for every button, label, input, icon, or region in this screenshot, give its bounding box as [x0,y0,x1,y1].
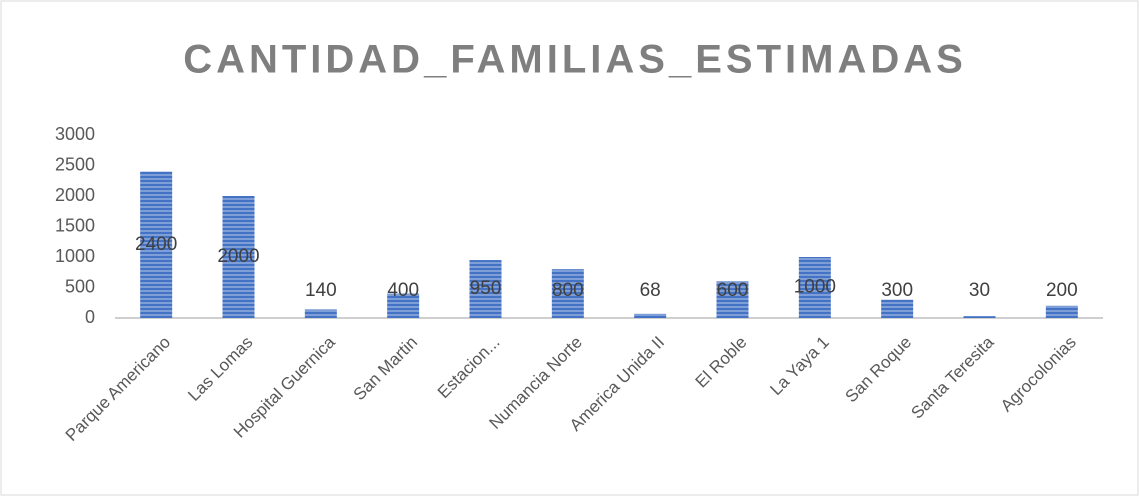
y-tick-label: 2500 [55,154,95,174]
data-label: 300 [881,280,913,301]
bar [1045,305,1078,318]
bar [140,171,173,318]
bar [387,293,420,318]
bar [881,299,914,318]
data-label: 2000 [217,246,259,267]
bar [304,309,337,318]
data-label: 1000 [794,277,836,298]
bar [963,316,996,318]
bar [798,257,831,318]
data-label: 600 [717,280,749,301]
data-label: 200 [1046,280,1078,301]
data-label: 400 [387,280,419,301]
bar [469,260,502,318]
bar [222,196,255,318]
data-label: 30 [969,280,990,301]
chart-title: CANTIDAD_FAMILIAS_ESTIMADAS [183,38,967,82]
bar [551,269,584,318]
y-tick-label: 1500 [55,215,95,235]
data-label: 140 [305,280,337,301]
y-tick-label: 500 [65,276,95,296]
bar [716,281,749,318]
data-label: 68 [640,280,661,301]
y-tick-label: 1000 [55,246,95,266]
y-tick-label: 2000 [55,185,95,205]
data-label: 2400 [135,234,177,255]
data-label: 950 [470,278,502,299]
bar [634,313,667,318]
y-tick-label: 0 [85,307,95,327]
y-tick-label: 3000 [55,124,95,144]
data-label: 800 [552,280,584,301]
